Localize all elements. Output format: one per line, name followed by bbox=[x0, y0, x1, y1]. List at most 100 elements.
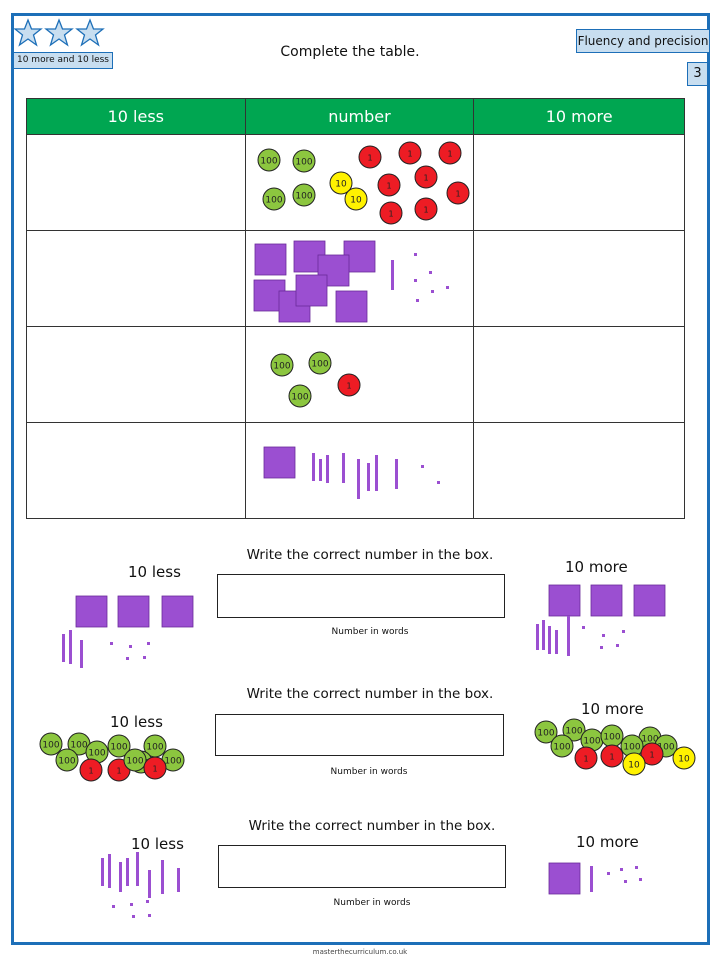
table-header-row: 10 less number 10 more bbox=[26, 98, 685, 135]
ten-counter: 10 bbox=[329, 171, 353, 195]
one-cube bbox=[147, 642, 150, 645]
one-counter: 1 bbox=[398, 141, 422, 165]
label-10-less: 10 less bbox=[110, 713, 163, 731]
one-counter: 1 bbox=[438, 141, 462, 165]
number-cell: 100 100 100 100 10 10 1 1 1 1 1 1 1 1 bbox=[244, 134, 475, 231]
one-counter: 1 bbox=[574, 746, 598, 770]
difficulty-stars bbox=[14, 18, 105, 47]
table-row bbox=[26, 422, 685, 519]
svg-text:100: 100 bbox=[295, 158, 312, 168]
answer-cell-10-less[interactable] bbox=[26, 134, 246, 231]
one-cube bbox=[616, 644, 619, 647]
svg-text:1: 1 bbox=[386, 182, 391, 191]
base-ten-blocks bbox=[548, 862, 642, 895]
ten-rod bbox=[69, 630, 72, 664]
svg-text:100: 100 bbox=[537, 729, 554, 739]
one-cube bbox=[110, 642, 113, 645]
ten-rod bbox=[311, 453, 315, 481]
table-row: 100 100 100 1 bbox=[26, 326, 685, 423]
svg-text:10: 10 bbox=[628, 761, 640, 771]
hundred-flat bbox=[548, 862, 581, 895]
one-cube bbox=[130, 903, 133, 906]
hundred-counter: 100 bbox=[562, 718, 586, 742]
svg-text:100: 100 bbox=[58, 757, 75, 767]
svg-text:1: 1 bbox=[455, 190, 460, 199]
place-value-counters: 100 100 100 1 bbox=[270, 351, 361, 408]
answer-cell-10-more[interactable] bbox=[473, 134, 685, 231]
svg-text:100: 100 bbox=[265, 196, 282, 206]
answer-cell-10-more[interactable] bbox=[473, 326, 685, 423]
svg-text:1: 1 bbox=[152, 765, 157, 774]
ten-rod bbox=[136, 852, 139, 886]
page-title: Complete the table. bbox=[280, 44, 420, 60]
one-cube bbox=[132, 915, 135, 918]
hundred-counter: 100 bbox=[85, 740, 109, 764]
one-cube bbox=[143, 656, 146, 659]
svg-text:100: 100 bbox=[126, 757, 143, 767]
answer-box[interactable] bbox=[215, 714, 504, 756]
one-cube bbox=[600, 646, 603, 649]
star-icon bbox=[44, 18, 74, 47]
svg-text:1: 1 bbox=[423, 174, 428, 183]
svg-text:100: 100 bbox=[88, 749, 105, 759]
svg-text:100: 100 bbox=[260, 157, 277, 167]
svg-text:100: 100 bbox=[70, 741, 87, 751]
answer-cell-10-less[interactable] bbox=[26, 422, 246, 519]
label-10-more: 10 more bbox=[565, 558, 628, 576]
ten-rod bbox=[119, 862, 122, 892]
base-ten-blocks bbox=[263, 446, 440, 499]
question-instruction: Write the correct number in the box. bbox=[248, 818, 496, 834]
category-badge: Fluency and precision bbox=[576, 29, 710, 53]
ten-rod bbox=[548, 626, 551, 654]
number-table: 10 less number 10 more 100 100 100 100 10 10 1… bbox=[26, 98, 685, 519]
star-icon bbox=[14, 18, 43, 47]
answer-cell-10-more[interactable] bbox=[473, 230, 685, 327]
one-counter: 1 bbox=[377, 173, 401, 197]
hundred-counter: 100 bbox=[123, 748, 147, 772]
hundred-flat bbox=[263, 446, 296, 479]
ten-counter: 10 bbox=[622, 752, 646, 776]
caption-number-in-words: Number in words bbox=[330, 767, 408, 777]
svg-text:100: 100 bbox=[565, 727, 582, 737]
ten-counter: 10 bbox=[344, 187, 368, 211]
hundred-flat bbox=[548, 584, 581, 617]
hundred-counter: 100 bbox=[550, 734, 574, 758]
ten-rod bbox=[394, 459, 398, 489]
hundred-flat bbox=[117, 595, 150, 628]
answer-cell-10-less[interactable] bbox=[26, 326, 246, 423]
svg-text:10: 10 bbox=[678, 755, 690, 765]
one-counter: 1 bbox=[446, 181, 470, 205]
ten-rod bbox=[366, 463, 370, 491]
svg-text:1: 1 bbox=[367, 154, 372, 163]
hundred-counter: 100 bbox=[107, 734, 131, 758]
hundred-flat bbox=[590, 584, 623, 617]
hundred-counter: 100 bbox=[534, 720, 558, 744]
answer-box[interactable] bbox=[218, 845, 506, 888]
svg-text:100: 100 bbox=[603, 733, 620, 743]
one-cube bbox=[112, 905, 115, 908]
caption-number-in-words: Number in words bbox=[331, 627, 409, 637]
one-cube bbox=[420, 465, 424, 468]
ten-rod bbox=[126, 858, 129, 886]
one-counter: 1 bbox=[358, 145, 382, 169]
answer-cell-10-more[interactable] bbox=[473, 422, 685, 519]
svg-text:1: 1 bbox=[388, 210, 393, 219]
ten-rod bbox=[374, 455, 378, 491]
hundred-flat bbox=[335, 290, 368, 323]
hundred-flat bbox=[295, 274, 328, 307]
label-10-more: 10 more bbox=[576, 833, 639, 851]
ten-rod bbox=[325, 455, 329, 483]
svg-text:1: 1 bbox=[346, 382, 351, 391]
answer-cell-10-less[interactable] bbox=[26, 230, 246, 327]
one-counter: 1 bbox=[79, 758, 103, 782]
answer-box[interactable] bbox=[217, 574, 505, 618]
caption-number-in-words: Number in words bbox=[333, 898, 411, 908]
ten-rod bbox=[177, 868, 180, 892]
column-header-10-less: 10 less bbox=[26, 98, 246, 135]
svg-text:1: 1 bbox=[609, 753, 614, 762]
base-ten-blocks bbox=[62, 595, 194, 668]
one-cube bbox=[129, 645, 132, 648]
ten-rod bbox=[108, 854, 111, 888]
